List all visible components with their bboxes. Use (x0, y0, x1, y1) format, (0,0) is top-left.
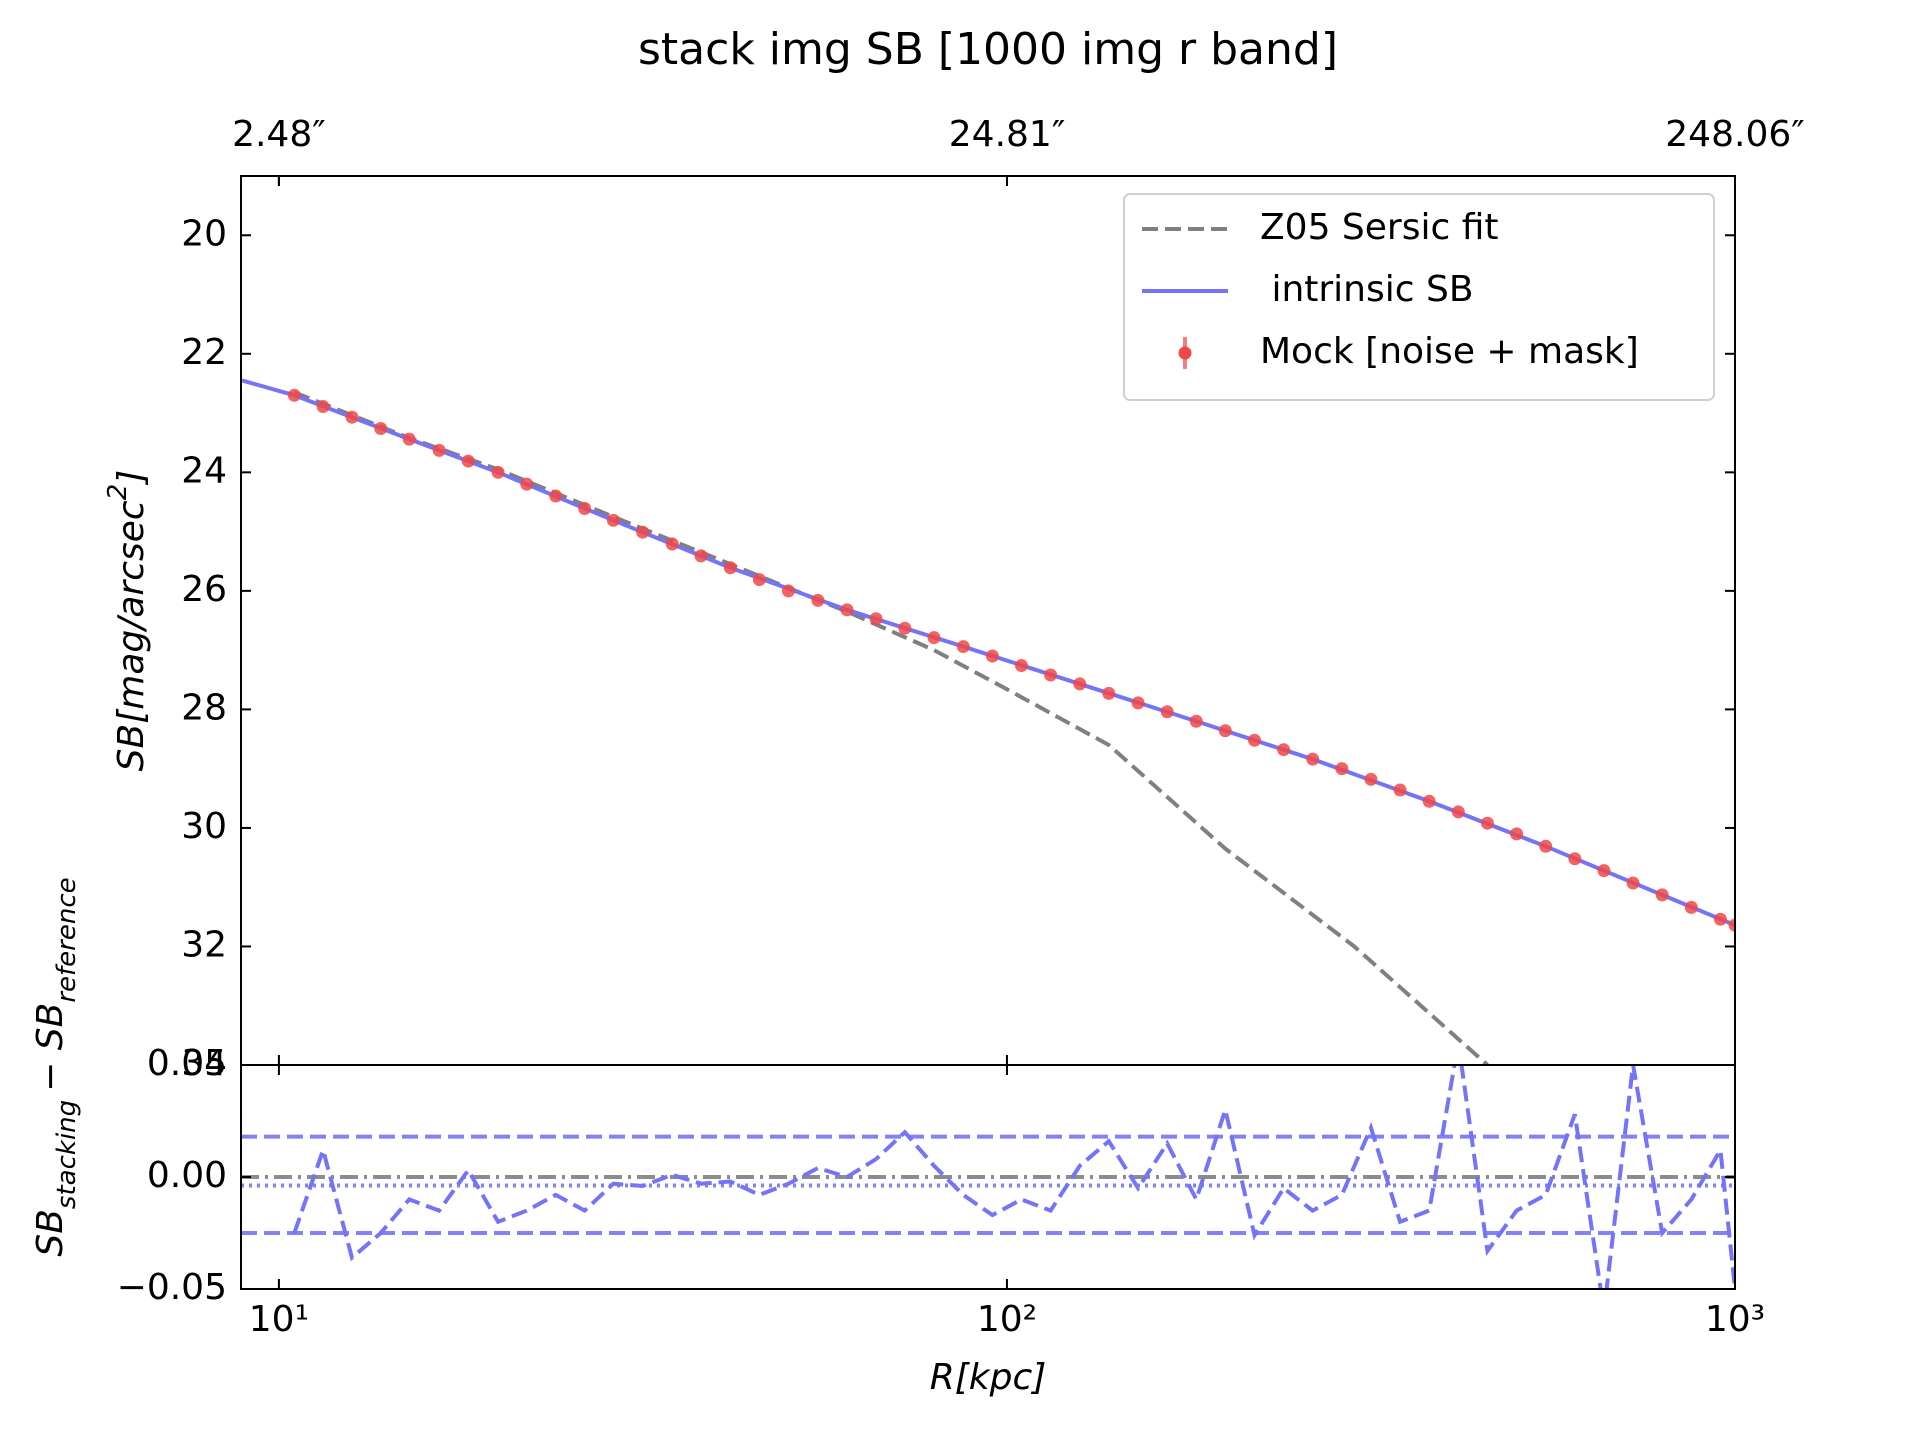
data-point (1713, 912, 1727, 926)
data-point (840, 603, 854, 617)
data-point (636, 525, 650, 539)
data-point (1626, 876, 1640, 890)
data-point (1160, 705, 1174, 719)
data-point (432, 443, 446, 457)
data-line (292, 1065, 1735, 1289)
data-point (345, 410, 359, 424)
plot-area-top (241, 378, 1735, 1065)
data-point (1422, 794, 1436, 808)
data-point (1451, 805, 1465, 819)
y-tick-label: 30 (181, 806, 227, 847)
data-point (1335, 762, 1349, 776)
data-point (374, 421, 388, 435)
data-point (985, 649, 999, 663)
data-point (956, 640, 970, 654)
y-axis-label: SB[mag/arcsec2] (103, 470, 153, 772)
y-tick-label: 22 (181, 332, 227, 373)
data-point (402, 432, 416, 446)
y-axis-label-part: − SB (30, 1003, 71, 1092)
x2-tick-label: 248.06″ (1665, 114, 1804, 155)
data-point (1102, 686, 1116, 700)
data-point (723, 561, 737, 575)
y-tick-label: 34 (181, 1043, 227, 1084)
data-point (927, 631, 941, 645)
y-axis-label-part: SB[mag/arcsec (111, 500, 152, 771)
data-point (694, 549, 708, 563)
data-point (1364, 772, 1378, 786)
data-point (1073, 677, 1087, 691)
legend-box (1123, 193, 1715, 401)
data-point (316, 400, 330, 414)
data-point (1044, 668, 1058, 682)
data-point (287, 388, 301, 402)
y-tick-label: 26 (181, 569, 227, 610)
y-axis-label-part: 2 (103, 484, 133, 501)
data-point (1277, 743, 1291, 757)
data-point (1539, 839, 1553, 853)
y-axis-label-part: reference (52, 877, 82, 1002)
legend-label: Mock [noise + mask] (1260, 331, 1639, 372)
x2-tick-label: 2.48″ (232, 114, 326, 155)
chart-title: stack img SB [1000 img r band] (638, 24, 1338, 75)
data-point (1393, 783, 1407, 797)
data-point (520, 477, 534, 491)
y-axis-label-part: ] (111, 470, 152, 486)
y-axis-label-part: SB (30, 1209, 71, 1257)
data-point (1131, 696, 1145, 710)
data-point (1510, 827, 1524, 841)
data-point (811, 593, 825, 607)
y-tick-label: 20 (181, 213, 227, 254)
y-tick-label: 0.05 (147, 1043, 227, 1084)
y-tick-label: 24 (181, 450, 227, 491)
data-point (665, 537, 679, 551)
data-point (1014, 659, 1028, 673)
data-point (1306, 752, 1320, 766)
data-point (1189, 714, 1203, 728)
legend-label: Z05 Sersic fit (1260, 207, 1499, 248)
data-point (1684, 900, 1698, 914)
data-point (606, 513, 620, 527)
plot-area-bottom (241, 1065, 1735, 1289)
data-point (578, 501, 592, 515)
legend-label: intrinsic SB (1260, 269, 1474, 310)
data-point (1655, 888, 1669, 902)
data-point (1248, 733, 1262, 747)
data-point (549, 489, 563, 503)
y-tick-label: 28 (181, 687, 227, 728)
y-tick-label: 0.00 (147, 1155, 227, 1196)
data-point (869, 612, 883, 626)
x-tick-label: 10¹ (249, 1299, 309, 1340)
x-tick-label: 10³ (1705, 1299, 1765, 1340)
data-point (1568, 852, 1582, 866)
data-point (1480, 816, 1494, 830)
y-tick-label: −0.05 (117, 1267, 227, 1308)
data-point (1597, 864, 1611, 878)
data-point (1218, 724, 1232, 738)
data-point (781, 584, 795, 598)
data-point (491, 465, 505, 479)
legend-marker (1178, 346, 1192, 360)
y-axis-label: SBstacking − SBreference (30, 877, 82, 1256)
data-point (898, 621, 912, 635)
x-axis-label: R[kpc] (930, 1357, 1047, 1398)
data-point (1728, 918, 1735, 932)
data-point (752, 573, 766, 587)
data-point (461, 454, 475, 468)
x-tick-label: 10² (977, 1299, 1037, 1340)
x2-tick-label: 24.81″ (949, 114, 1066, 155)
y-axis-label-part: stacking (52, 1100, 82, 1209)
y-tick-label: 32 (181, 924, 227, 965)
